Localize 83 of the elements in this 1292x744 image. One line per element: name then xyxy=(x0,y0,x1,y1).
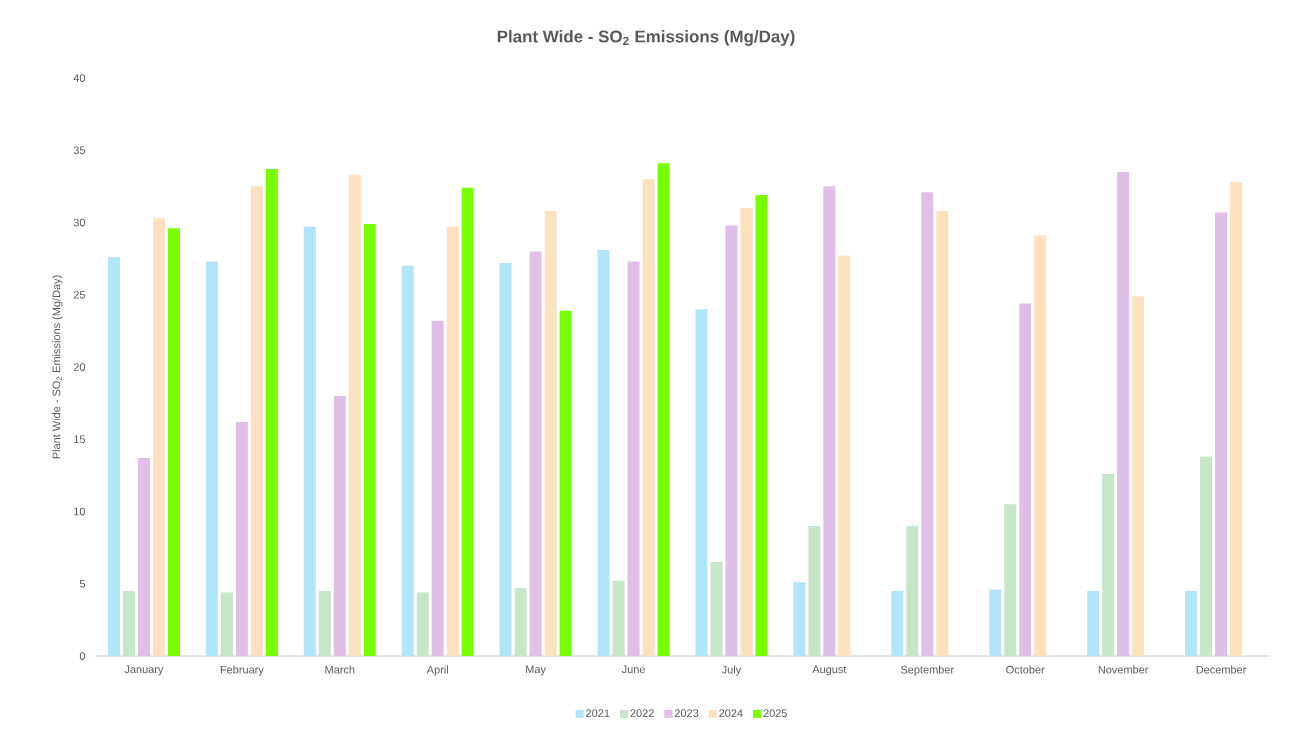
bar xyxy=(559,310,572,656)
bar xyxy=(303,226,316,656)
chart-title: Plant Wide - SO$_{2}$ Emissions (Mg/Day) xyxy=(497,30,795,46)
bar xyxy=(891,590,904,656)
bar xyxy=(167,228,180,656)
bar xyxy=(205,261,218,656)
y-tick-label: 30 xyxy=(73,218,86,227)
legend-label: 2023 xyxy=(674,709,699,718)
y-tick-label: 35 xyxy=(73,146,86,155)
y-tick-label: 5 xyxy=(79,579,86,588)
bar xyxy=(755,195,768,656)
x-tick-label: April xyxy=(426,665,448,676)
bar xyxy=(1019,303,1032,656)
x-tick-label: May xyxy=(526,665,546,676)
bar xyxy=(695,309,708,656)
x-tick-label: September xyxy=(900,665,954,676)
y-tick-label: 0 xyxy=(79,652,86,660)
x-tick-label: February xyxy=(220,665,264,676)
bar xyxy=(235,421,248,656)
x-tick-label: August xyxy=(812,665,847,676)
bar xyxy=(1004,504,1017,656)
bar xyxy=(740,208,753,656)
x-tick-label: July xyxy=(721,665,742,676)
bar xyxy=(1117,171,1130,656)
bar xyxy=(318,590,331,656)
x-tick-label: October xyxy=(1006,665,1045,674)
y-axis-title: Plant Wide - SO$_{2}$ Emissions (Mg/Day) xyxy=(52,275,63,459)
legend-label: 2025 xyxy=(763,709,787,718)
bar xyxy=(793,582,806,656)
bar xyxy=(725,225,738,656)
bar xyxy=(333,395,346,656)
y-tick-label: 10 xyxy=(74,507,86,516)
bar xyxy=(514,588,527,656)
bar xyxy=(152,218,165,656)
bar xyxy=(823,186,836,656)
legend-label: 2024 xyxy=(719,709,743,718)
bar xyxy=(1200,456,1213,656)
bar xyxy=(1215,212,1228,656)
y-tick-label: 40 xyxy=(73,74,86,82)
bar xyxy=(107,257,120,656)
bar xyxy=(1102,473,1115,656)
bar xyxy=(710,562,723,656)
bar xyxy=(137,458,150,656)
bar xyxy=(544,210,557,656)
bar xyxy=(906,525,919,656)
bar xyxy=(642,179,655,656)
bar xyxy=(220,592,233,656)
x-tick-label: November xyxy=(1098,665,1149,674)
bar xyxy=(461,187,474,656)
bar xyxy=(1087,590,1100,656)
legend-label: 2021 xyxy=(586,709,610,718)
bar xyxy=(401,265,414,656)
bar xyxy=(1034,235,1047,656)
bar xyxy=(499,262,512,656)
x-tick-label: January xyxy=(124,665,164,676)
bar xyxy=(529,251,542,656)
x-tick-label: March xyxy=(325,665,355,674)
bar xyxy=(627,261,640,656)
x-tick-label: December xyxy=(1196,665,1247,674)
bar xyxy=(657,163,670,656)
legend-label: 2022 xyxy=(630,709,654,718)
bar xyxy=(1132,296,1145,656)
bar xyxy=(265,169,278,656)
bar xyxy=(989,589,1002,656)
bar xyxy=(808,525,821,656)
bar xyxy=(250,186,263,656)
bar xyxy=(612,580,625,656)
bar xyxy=(431,320,444,656)
bar xyxy=(921,192,934,656)
y-tick-label: 15 xyxy=(74,435,86,444)
bar xyxy=(348,174,361,656)
x-tick-label: June xyxy=(621,665,645,674)
bar xyxy=(416,592,429,656)
y-tick-label: 25 xyxy=(73,290,86,299)
bar xyxy=(597,249,610,656)
bar xyxy=(936,210,949,656)
bar xyxy=(1185,590,1198,656)
y-tick-label: 20 xyxy=(73,363,86,371)
bar xyxy=(363,223,376,656)
bar xyxy=(1230,182,1243,656)
bar xyxy=(446,226,459,656)
bar xyxy=(838,255,851,656)
bar xyxy=(122,590,135,656)
